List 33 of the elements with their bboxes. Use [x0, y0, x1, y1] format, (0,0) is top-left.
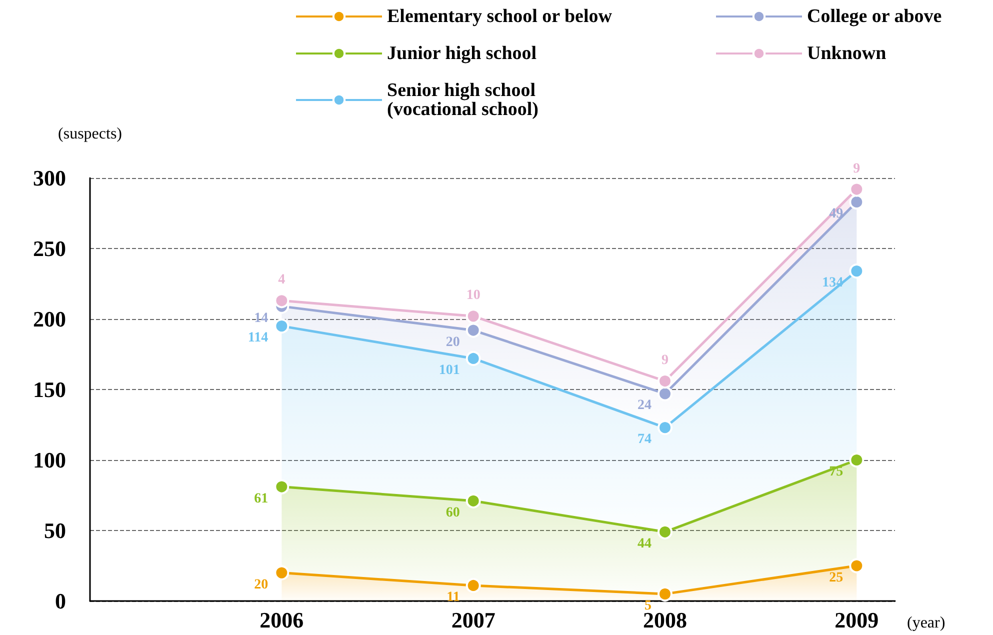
y-tick-label: 50: [44, 518, 66, 543]
data-label: 20: [446, 334, 460, 350]
y-axis-title: (suspects): [58, 126, 122, 142]
x-tick-label: 2007: [451, 608, 496, 632]
data-label: 9: [662, 353, 668, 368]
data-label: 44: [638, 536, 652, 552]
data-label: 60: [446, 505, 460, 520]
data-label: 9: [853, 161, 860, 176]
data-label: 61: [254, 491, 268, 506]
data-label: 4: [278, 272, 286, 288]
x-tick-label: 2006: [260, 608, 304, 632]
data-label: 114: [248, 330, 268, 346]
x-axis-title: (year): [907, 614, 946, 632]
data-label: 24: [638, 398, 652, 414]
legend-label: Elementary school or below: [387, 6, 612, 27]
y-tick-label: 200: [33, 306, 66, 332]
legend-label: Junior high school: [387, 43, 537, 64]
y-tick-label: 0: [55, 588, 66, 614]
data-label: 25: [829, 570, 844, 586]
legend-label: College or above: [807, 6, 942, 27]
y-tick-label: 100: [33, 448, 66, 472]
y-tick-label: 300: [33, 166, 66, 190]
legend-label: Senior high school (vocational school): [387, 80, 538, 120]
y-tick-label: 150: [33, 377, 66, 402]
x-tick-label: 2009: [834, 608, 879, 632]
data-label: 5: [644, 598, 652, 614]
data-label: 20: [254, 577, 268, 592]
y-tick-label: 250: [33, 236, 66, 261]
data-label: 49: [829, 206, 844, 222]
data-label: 74: [638, 432, 652, 448]
data-label: 101: [438, 362, 460, 378]
data-label: 10: [466, 288, 480, 304]
legend-label: Unknown: [807, 43, 887, 64]
